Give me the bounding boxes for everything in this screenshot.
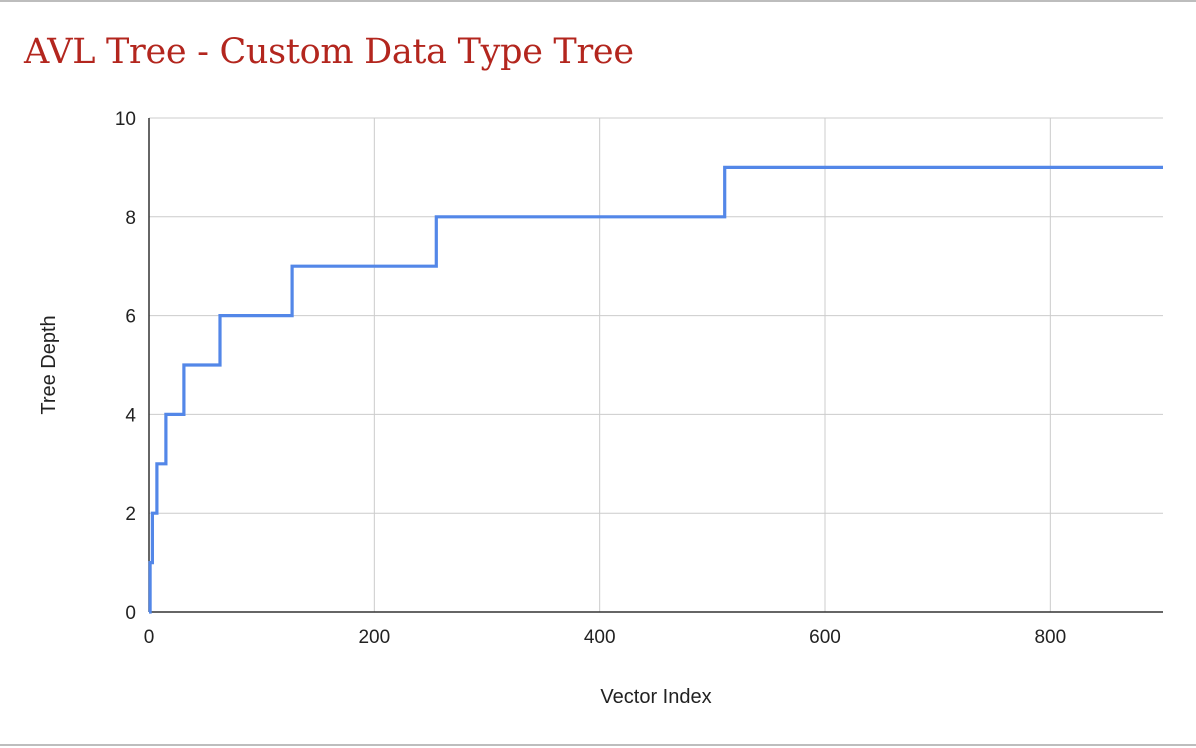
- y-tick-label: 0: [125, 603, 136, 624]
- x-axis-label: Vector Index: [600, 686, 711, 708]
- y-tick-label: 2: [125, 504, 136, 525]
- x-tick-label: 600: [809, 627, 841, 648]
- axes: [148, 118, 1163, 613]
- series-line: [148, 165, 1163, 614]
- y-tick-label: 6: [125, 307, 136, 328]
- x-tick-label: 800: [1034, 627, 1066, 648]
- y-tick-label: 4: [125, 405, 136, 426]
- chart-title: AVL Tree - Custom Data Type Tree: [24, 32, 634, 72]
- x-tick-label: 0: [144, 627, 155, 648]
- x-tick-label: 200: [358, 627, 390, 648]
- tick-labels: 0 2 4 6 8 10 0 200 400 600 800: [115, 109, 1066, 648]
- y-tick-label: 10: [115, 109, 136, 130]
- x-tick-label: 400: [584, 627, 616, 648]
- series-group: [148, 165, 1163, 614]
- y-axis-label: Tree Depth: [38, 315, 60, 414]
- grid: [149, 117, 1163, 612]
- y-tick-label: 8: [125, 208, 136, 229]
